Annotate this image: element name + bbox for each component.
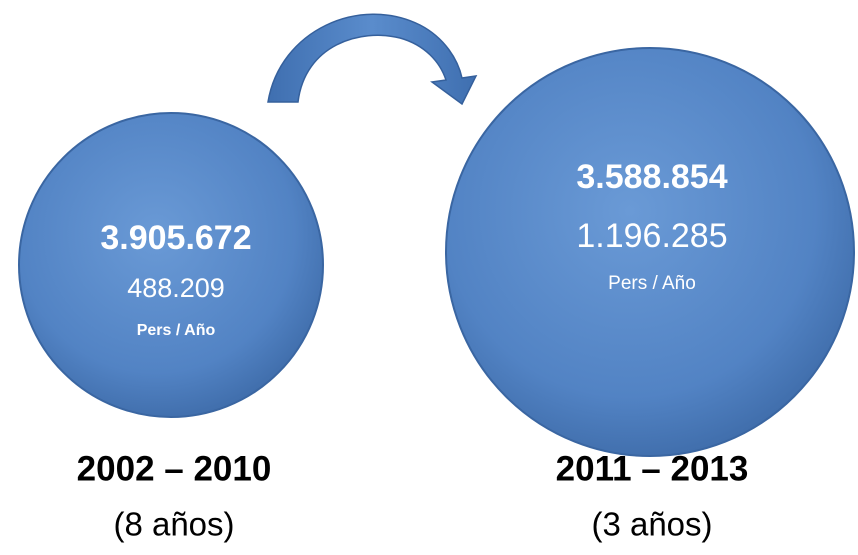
duration: (8 años): [113, 506, 234, 543]
per-year: 488.209: [127, 273, 225, 303]
unit: Pers / Año: [608, 273, 696, 294]
arrow: [267, 13, 478, 106]
per-year: 1.196.285: [576, 217, 727, 255]
period-circle: [18, 112, 324, 418]
range: 2002 – 2010: [77, 449, 272, 488]
duration: (3 años): [591, 506, 712, 543]
period-circle: [445, 47, 855, 457]
total: 3.905.672: [100, 219, 251, 257]
total: 3.588.854: [576, 158, 727, 196]
range: 2011 – 2013: [556, 449, 749, 488]
unit: Pers / Año: [137, 322, 216, 339]
